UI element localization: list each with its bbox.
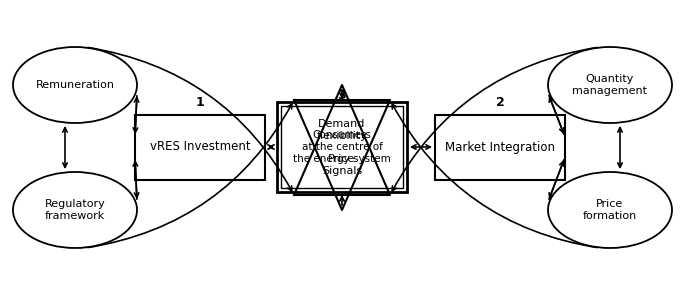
Bar [135,114,265,180]
Ellipse shape [548,172,672,248]
Text: 1: 1 [196,96,204,109]
Bar [281,106,403,188]
Text: 2: 2 [496,96,504,109]
Text: Market Integration: Market Integration [445,141,555,153]
Text: Demand
flexibility: Demand flexibility [316,119,367,141]
Bar [277,102,407,192]
Text: Quantity
management: Quantity management [573,74,647,96]
Text: Consumers
at the centre of
the energy system: Consumers at the centre of the energy sy… [293,131,391,163]
Text: Price
formation: Price formation [583,199,637,221]
Text: vRES Investment: vRES Investment [150,141,250,153]
Ellipse shape [13,172,137,248]
Text: Remuneration: Remuneration [36,80,114,90]
Ellipse shape [548,47,672,123]
Ellipse shape [13,47,137,123]
Text: Price
Signals: Price Signals [322,154,362,176]
Text: 3: 3 [338,89,347,102]
Bar [435,114,565,180]
Text: Regulatory
framework: Regulatory framework [45,199,105,221]
